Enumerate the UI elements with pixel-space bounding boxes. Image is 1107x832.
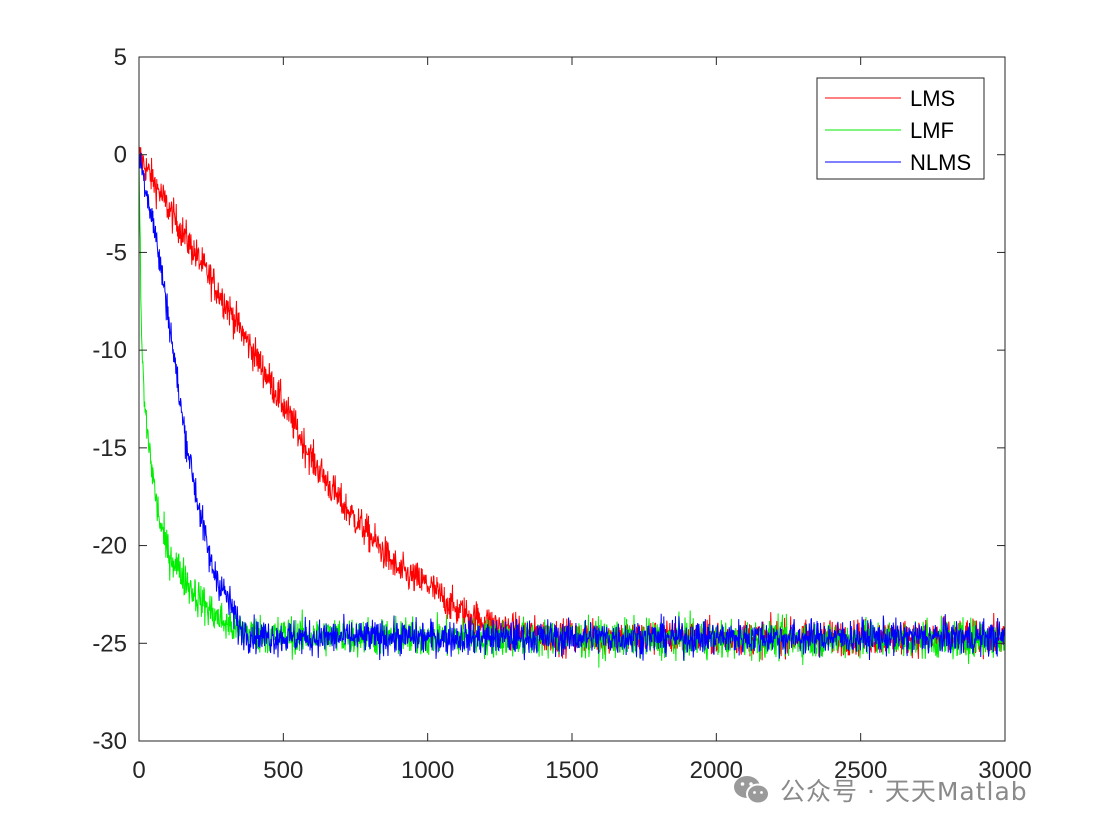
legend-label-nlms: NLMS: [910, 150, 971, 175]
x-tick-label: 2500: [834, 757, 887, 784]
y-tick-label: -20: [92, 533, 127, 560]
x-tick-label: 1500: [545, 757, 598, 784]
y-tick-label: -25: [92, 630, 127, 657]
y-tick-label: -30: [92, 728, 127, 755]
series-line-nlms: [139, 152, 1005, 661]
y-tick-label: -5: [106, 239, 127, 266]
ticks: 0 500 1000 1500 2000 2500 3000 5 0 -5 -10 -15 -20 -25…: [92, 44, 1031, 784]
y-tick-label: 0: [114, 142, 127, 169]
x-tick-label: 1000: [401, 757, 454, 784]
watermark-text: 公众号 · 天天Matlab: [780, 777, 1028, 806]
watermark: 公众号 · 天天Matlab: [732, 770, 1028, 810]
y-tick-label: 5: [114, 44, 127, 71]
y-tick-label: -15: [92, 435, 127, 462]
x-tick-label: 500: [263, 757, 303, 784]
wechat-icon: [734, 776, 770, 805]
y-tick-label: -10: [92, 337, 127, 364]
x-tick-label: 2000: [690, 757, 743, 784]
plot-area: [139, 145, 1005, 668]
x-tick-label: 0: [132, 757, 145, 784]
legend-label-lmf: LMF: [910, 118, 954, 143]
x-tick-label: 3000: [978, 757, 1031, 784]
legend: LMS LMF NLMS: [816, 77, 985, 180]
legend-label-lms: LMS: [910, 86, 955, 111]
